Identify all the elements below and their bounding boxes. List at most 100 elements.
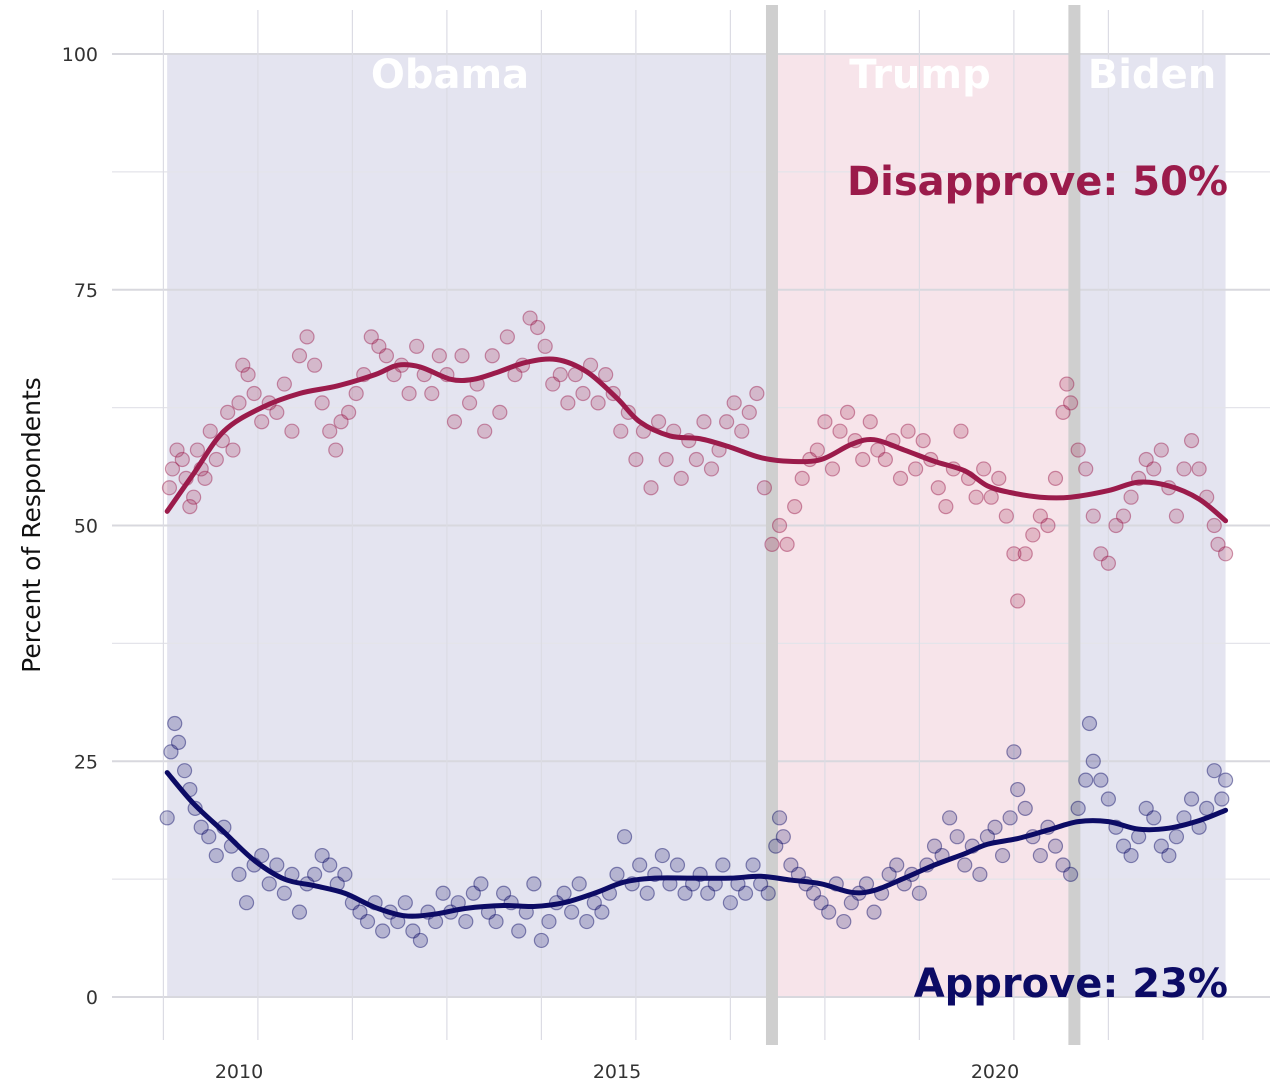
disapprove-point bbox=[431, 348, 447, 364]
approve-point bbox=[889, 857, 905, 873]
disapprove-point bbox=[424, 385, 440, 402]
approve-point bbox=[1146, 810, 1162, 826]
disapprove-point bbox=[409, 338, 425, 354]
disapprove-point bbox=[726, 395, 742, 411]
approve-point bbox=[715, 857, 731, 873]
approve-point bbox=[987, 819, 1003, 835]
era-labels: Obama Trump Biden bbox=[371, 52, 1216, 98]
disapprove-point bbox=[650, 414, 667, 430]
disapprove-point bbox=[968, 489, 984, 505]
disapprove-point bbox=[1183, 433, 1200, 449]
disapprove-point bbox=[734, 423, 750, 439]
transition-bars bbox=[765, 5, 1081, 1045]
disapprove-point bbox=[322, 423, 338, 439]
disapprove-point bbox=[900, 423, 916, 439]
approve-point bbox=[737, 885, 754, 901]
disapprove-point bbox=[779, 536, 795, 552]
disapprove-point bbox=[1210, 536, 1226, 552]
approve-point bbox=[813, 895, 829, 911]
approve-point bbox=[412, 932, 429, 949]
approve-point bbox=[1217, 772, 1234, 788]
disapprove-point bbox=[953, 423, 969, 439]
disapprove-point bbox=[643, 480, 659, 496]
disapprove-point bbox=[1108, 517, 1124, 534]
disapprove-point bbox=[877, 451, 893, 468]
disapprove-point bbox=[186, 489, 202, 505]
end-labels: Disapprove: 50% Approve: 23% bbox=[847, 159, 1228, 1007]
approve-point bbox=[1168, 829, 1185, 845]
approve-point bbox=[926, 838, 943, 854]
disapprove-point bbox=[341, 404, 357, 420]
disapprove-point bbox=[208, 451, 224, 468]
approve-point bbox=[1214, 791, 1230, 807]
era-label-obama: Obama bbox=[371, 52, 529, 98]
disapprove-point bbox=[363, 329, 379, 345]
approve-point bbox=[201, 829, 217, 845]
approve-end-label: Approve: 23% bbox=[914, 961, 1228, 1007]
approve-point bbox=[722, 895, 739, 911]
disapprove-point bbox=[824, 461, 841, 477]
disapprove-point bbox=[348, 385, 364, 402]
disapprove-point bbox=[613, 423, 629, 439]
disapprove-point bbox=[401, 385, 417, 402]
approve-point bbox=[435, 885, 451, 901]
approve-point bbox=[458, 913, 474, 930]
approve-point bbox=[193, 819, 209, 835]
y-axis-title: Percent of Respondents bbox=[17, 377, 46, 673]
approve-point bbox=[1055, 857, 1071, 873]
disapprove-point bbox=[1059, 376, 1075, 392]
disapprove-point bbox=[276, 376, 292, 392]
disapprove-point bbox=[1168, 508, 1185, 524]
disapprove-point bbox=[862, 414, 878, 430]
disapprove-point bbox=[1040, 517, 1056, 534]
disapprove-point bbox=[1062, 395, 1079, 411]
disapprove-point bbox=[809, 442, 825, 458]
disapprove-point bbox=[930, 480, 946, 496]
disapprove-point bbox=[499, 329, 515, 345]
approve-point bbox=[533, 932, 550, 949]
y-tick-label: 75 bbox=[74, 280, 98, 302]
disapprove-point bbox=[1100, 555, 1117, 571]
disapprove-point bbox=[446, 414, 463, 430]
approve-point bbox=[291, 904, 308, 920]
disapprove-point bbox=[164, 461, 181, 477]
disapprove-point bbox=[870, 442, 886, 458]
approve-point bbox=[375, 923, 391, 939]
disapprove-point bbox=[1191, 461, 1207, 477]
disapprove-point bbox=[225, 442, 241, 458]
approve-point bbox=[352, 904, 368, 920]
disapprove-point bbox=[477, 423, 493, 439]
approve-point bbox=[307, 866, 323, 883]
disapprove-point bbox=[461, 395, 478, 411]
disapprove-point bbox=[378, 348, 395, 364]
approve-point bbox=[836, 913, 852, 930]
disapprove-point bbox=[839, 404, 856, 420]
disapprove-point bbox=[598, 367, 614, 383]
y-tick-label: 100 bbox=[62, 44, 98, 66]
approve-point bbox=[1206, 763, 1222, 779]
disapprove-point bbox=[231, 395, 247, 411]
disapprove-point bbox=[749, 385, 765, 402]
disapprove-point bbox=[291, 348, 308, 364]
x-tick-label: 2020 bbox=[971, 1061, 1019, 1083]
disapprove-end-label: Disapprove: 50% bbox=[847, 159, 1228, 205]
disapprove-point bbox=[575, 385, 591, 402]
approve-point bbox=[881, 866, 897, 883]
approve-point bbox=[511, 923, 527, 939]
approve-point bbox=[1017, 800, 1033, 817]
disapprove-point bbox=[832, 423, 848, 439]
approve-point bbox=[526, 876, 542, 892]
approve-point bbox=[866, 904, 882, 920]
disapprove-point bbox=[764, 536, 780, 552]
approve-point bbox=[269, 857, 285, 873]
disapprove-point bbox=[189, 442, 206, 458]
approve-point bbox=[1123, 847, 1139, 864]
disapprove-point bbox=[998, 508, 1014, 524]
disapprove-point bbox=[688, 451, 704, 468]
disapprove-point bbox=[1047, 470, 1064, 486]
disapprove-point bbox=[492, 404, 508, 420]
approve-point bbox=[745, 857, 761, 873]
approve-point bbox=[176, 763, 193, 779]
approve-point bbox=[1010, 781, 1026, 798]
